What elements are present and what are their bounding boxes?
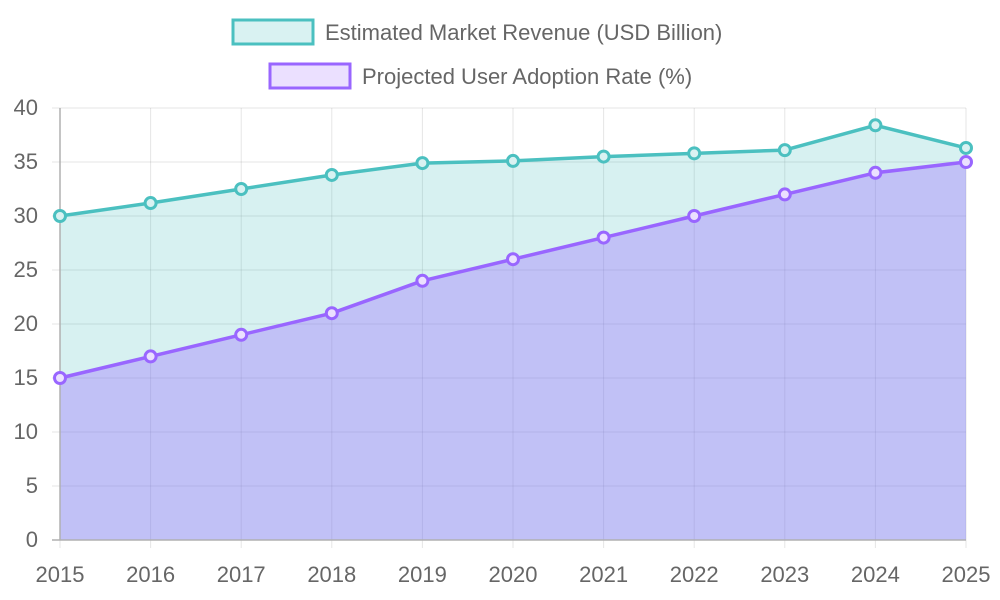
area-fill-adoption [60, 162, 966, 540]
x-tick-label: 2015 [36, 562, 85, 587]
data-point-revenue[interactable] [868, 118, 883, 133]
x-tick-label: 2018 [307, 562, 356, 587]
legend-swatch-adoption [268, 62, 352, 90]
data-point-adoption[interactable] [596, 230, 611, 245]
gridlines [52, 107, 967, 548]
data-point-adoption[interactable] [868, 165, 883, 180]
legend-swatch-revenue [231, 18, 315, 46]
x-tick-label: 2022 [670, 562, 719, 587]
data-point-revenue[interactable] [143, 196, 158, 211]
x-tick-label: 2016 [126, 562, 175, 587]
data-point-revenue[interactable] [53, 209, 67, 223]
x-axis-labels: 2015 2016 2017 2018 2019 2020 2021 2022 2023 2024… [36, 562, 991, 587]
data-points [53, 118, 973, 385]
data-point-adoption[interactable] [324, 306, 339, 321]
x-tick-label: 2021 [579, 562, 628, 587]
data-point-revenue[interactable] [959, 140, 973, 155]
y-tick-label: 10 [14, 419, 38, 444]
x-tick-label: 2020 [489, 562, 538, 587]
data-point-adoption[interactable] [777, 187, 792, 202]
x-tick-label: 2023 [760, 562, 809, 587]
y-tick-label: 15 [14, 365, 38, 390]
axes [52, 108, 966, 541]
data-point-adoption[interactable] [506, 252, 520, 267]
data-point-revenue[interactable] [596, 149, 611, 164]
data-point-revenue[interactable] [777, 143, 792, 158]
y-axis-labels: 0 5 10 15 20 25 30 35 40 [14, 95, 38, 552]
legend-item-revenue[interactable]: Estimated Market Revenue (USD Billion) [231, 18, 722, 46]
data-point-adoption[interactable] [959, 155, 973, 169]
legend: Estimated Market Revenue (USD Billion) P… [231, 18, 722, 90]
legend-label-revenue: Estimated Market Revenue (USD Billion) [325, 20, 722, 45]
data-point-revenue[interactable] [687, 146, 702, 161]
y-tick-label: 5 [26, 473, 38, 498]
data-point-revenue[interactable] [324, 167, 339, 182]
y-tick-label: 20 [14, 311, 38, 336]
x-tick-label: 2017 [217, 562, 266, 587]
data-point-revenue[interactable] [415, 156, 430, 171]
area-fill-revenue [60, 125, 966, 540]
area-fills [60, 125, 966, 540]
legend-label-adoption: Projected User Adoption Rate (%) [362, 64, 692, 89]
data-point-revenue[interactable] [234, 182, 249, 196]
y-tick-label: 40 [14, 95, 38, 120]
y-tick-label: 0 [26, 527, 38, 552]
data-point-adoption[interactable] [415, 273, 430, 288]
data-point-adoption[interactable] [53, 371, 67, 385]
legend-item-adoption[interactable]: Projected User Adoption Rate (%) [268, 62, 692, 90]
data-point-revenue[interactable] [506, 153, 520, 168]
data-point-adoption[interactable] [687, 209, 702, 223]
x-tick-label: 2025 [942, 562, 991, 587]
x-tick-label: 2024 [851, 562, 900, 587]
x-tick-label: 2019 [398, 562, 447, 587]
y-tick-label: 35 [14, 149, 38, 174]
y-tick-label: 30 [14, 203, 38, 228]
y-tick-label: 25 [14, 257, 38, 282]
data-point-adoption[interactable] [234, 327, 249, 342]
data-point-adoption[interactable] [143, 349, 158, 364]
